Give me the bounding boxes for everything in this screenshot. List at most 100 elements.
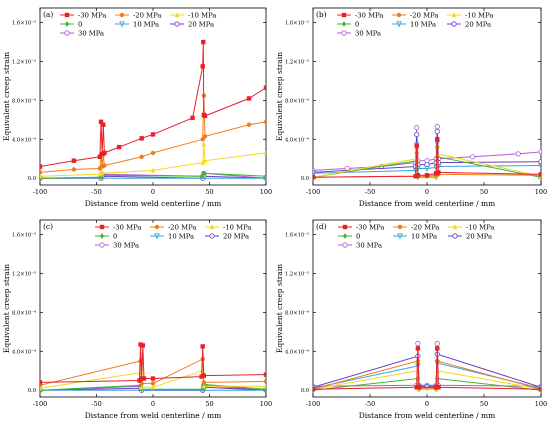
data-point <box>202 134 208 139</box>
x-tick-label: 50 <box>205 400 213 408</box>
legend: -30 MPa -20 MPa -10 MPa 0 10 MPa 20 MPa 30 MPa <box>337 11 493 37</box>
data-point <box>154 224 160 230</box>
series-line <box>313 348 541 390</box>
data-point <box>40 173 43 179</box>
data-point <box>209 224 215 230</box>
data-point <box>139 136 144 141</box>
data-point <box>99 242 105 248</box>
legend-entry: -30 MPa <box>113 223 141 231</box>
x-tick-label: 50 <box>480 400 488 408</box>
data-point <box>433 171 439 176</box>
legend-entry: 30 MPa <box>355 29 381 37</box>
data-point <box>416 385 422 390</box>
y-tick-label: 8.0×10⁻⁴ <box>285 98 309 104</box>
x-tick-label: -100 <box>306 400 321 408</box>
x-tick-label: 50 <box>205 188 213 196</box>
legend-entry: 30 MPa <box>113 241 139 249</box>
data-point <box>64 30 70 36</box>
data-point <box>538 159 541 165</box>
data-point <box>342 242 348 248</box>
legend-entry: 10 MPa <box>410 20 436 28</box>
data-point <box>538 149 541 155</box>
data-point <box>139 384 144 390</box>
y-tick-label: 8.0×10⁻⁴ <box>12 98 36 104</box>
legend-entry: -20 MPa <box>133 11 161 19</box>
x-tick-label: 50 <box>480 188 488 196</box>
legend-entry: -30 MPa <box>78 11 106 19</box>
data-point <box>396 21 402 28</box>
data-point <box>98 119 104 124</box>
panel-d: 0.0 4.0×10⁻⁴ 8.0×10⁻⁴ 1.2×10⁻³ 1.6×10⁻³ -100 -… <box>275 219 547 420</box>
data-point <box>246 122 252 127</box>
data-point <box>414 131 420 138</box>
y-tick-label: 0.0 <box>28 388 36 394</box>
data-point <box>538 162 541 170</box>
data-point <box>201 170 207 177</box>
legend-entry: 10 MPa <box>411 232 437 240</box>
data-point <box>40 380 43 385</box>
data-point <box>435 346 440 351</box>
y-tick-label: 1.2×10⁻³ <box>12 271 36 277</box>
data-point <box>201 380 207 385</box>
y-axis-label: Equivalent creep strain <box>275 264 284 353</box>
legend-entry: 0 <box>356 232 360 240</box>
data-point <box>413 174 418 179</box>
data-point <box>119 12 125 18</box>
data-point <box>436 170 441 175</box>
x-tick-label: 0 <box>425 400 429 408</box>
data-point <box>99 170 105 176</box>
data-point <box>452 233 458 239</box>
series-group <box>40 39 266 182</box>
data-point <box>64 12 70 18</box>
data-point <box>263 150 266 156</box>
series-group <box>313 340 541 393</box>
data-point <box>313 170 316 178</box>
data-point <box>99 233 105 239</box>
data-point <box>40 170 43 175</box>
legend: -30 MPa -20 MPa -10 MPa 0 10 MPa 20 MPa 30 MPa <box>95 223 251 249</box>
data-point <box>263 175 266 182</box>
data-point <box>150 384 156 390</box>
data-point <box>150 150 156 156</box>
x-axis-label: Distance from weld centerline / mm <box>85 199 222 208</box>
data-point <box>341 21 347 27</box>
panel-c: 0.0 4.0×10⁻⁴ 8.0×10⁻⁴ 1.2×10⁻³ 1.6×10⁻³ -100 -… <box>2 219 272 420</box>
legend-entry: 20 MPa <box>223 232 249 240</box>
y-tick-label: 4.0×10⁻⁴ <box>12 349 36 355</box>
data-point <box>263 379 266 384</box>
data-point <box>263 383 266 389</box>
x-tick-label: 100 <box>535 400 547 408</box>
plot-frame <box>39 219 267 398</box>
x-tick-label: -50 <box>91 400 101 408</box>
data-point <box>140 343 146 348</box>
data-point <box>313 175 316 180</box>
data-point <box>64 21 70 27</box>
y-tick-label: 1.2×10⁻³ <box>285 271 309 277</box>
x-tick-label: 100 <box>260 400 272 408</box>
x-tick-label: 0 <box>151 400 155 408</box>
x-tick-label: -100 <box>33 400 48 408</box>
legend-entry: 20 MPa <box>465 20 491 28</box>
legend-entry: -10 MPa <box>466 223 494 231</box>
legend-entry: 30 MPa <box>78 29 104 37</box>
series-line <box>40 41 266 167</box>
data-point <box>139 376 144 381</box>
data-point <box>397 233 403 240</box>
y-tick-label: 4.0×10⁻⁴ <box>12 137 36 143</box>
x-axis-label: Distance from weld centerline / mm <box>359 411 496 420</box>
y-tick-label: 1.6×10⁻³ <box>12 233 36 239</box>
legend-entry: 10 MPa <box>133 20 159 28</box>
data-point <box>150 381 156 386</box>
x-axis-label: Distance from weld centerline / mm <box>359 199 496 208</box>
legend-entry: -30 MPa <box>355 11 383 19</box>
data-point <box>97 154 103 159</box>
data-point <box>98 174 104 181</box>
data-point <box>201 39 206 45</box>
legend-entry: -10 MPa <box>465 11 493 19</box>
panel-label: (a) <box>43 10 53 19</box>
panel-label: (d) <box>316 222 327 231</box>
y-tick-label: 0.0 <box>28 176 36 182</box>
data-point <box>246 96 252 101</box>
data-point <box>190 115 195 121</box>
